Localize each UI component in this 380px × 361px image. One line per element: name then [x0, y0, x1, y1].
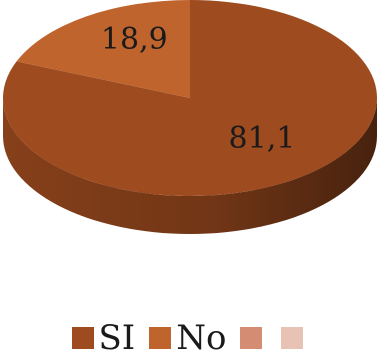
pie-side — [3, 98, 377, 234]
legend-swatch — [71, 327, 94, 349]
data-label-si: 81,1 — [229, 121, 296, 156]
legend-item-blank-2 — [240, 327, 267, 349]
legend-swatch — [281, 327, 304, 349]
legend-label: SI — [98, 318, 136, 358]
legend: SI No — [0, 318, 380, 358]
pie-chart: 81,1 18,9 — [2, 0, 377, 234]
legend-swatch — [149, 327, 172, 349]
legend-label: No — [176, 318, 227, 358]
legend-item-no: No — [149, 318, 226, 358]
pie-slice-si — [2, 0, 377, 196]
legend-swatch — [240, 327, 263, 349]
legend-item-blank-3 — [281, 327, 308, 349]
legend-item-si: SI — [71, 318, 136, 358]
data-label-no: 18,9 — [101, 22, 168, 57]
pie-slice-no — [16, 0, 191, 98]
